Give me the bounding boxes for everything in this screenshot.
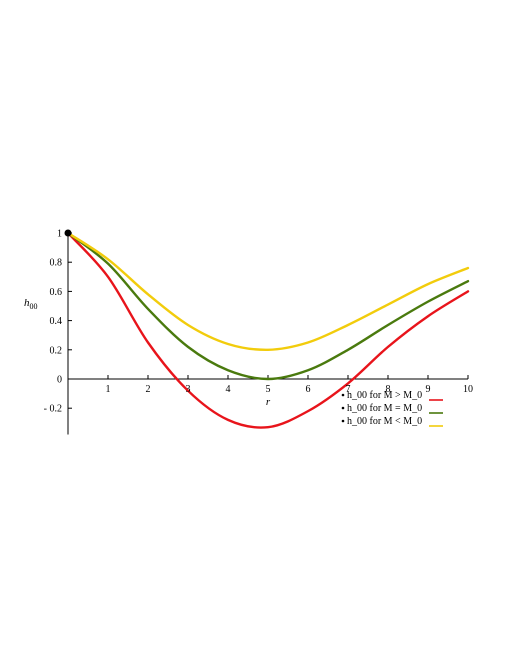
x-tick-label: 5 (266, 384, 271, 395)
x-tick-label: 7 (346, 384, 351, 395)
legend: h_00 for M > M_0 h_00 for M = M_0 h_00 for… (341, 390, 443, 427)
series-line-1 (66, 231, 470, 429)
x-tick-label: 6 (306, 384, 311, 395)
legend-label: h_00 for M = M_0 (347, 403, 422, 414)
legend-bullet (341, 406, 345, 410)
y-tick-label: 0.6 (50, 287, 63, 298)
x-tick-label: 9 (426, 384, 431, 395)
start-point-marker (64, 229, 72, 237)
plot-area (64, 229, 470, 429)
y-axis-title: h00 (24, 297, 38, 311)
x-tick-label: 4 (226, 384, 231, 395)
x-axis-title: r (266, 396, 271, 408)
series-line-2 (66, 231, 470, 381)
tick-labels: 1 2 3 4 5 6 7 8 9 10 1 0.8 0.6 0.4 0.2 0 - 0.2 (44, 229, 473, 415)
legend-label: h_00 for M > M_0 (347, 390, 422, 401)
y-tick-label: 0.2 (50, 345, 63, 356)
y-tick-label: 1 (57, 229, 62, 240)
legend-bullet (341, 393, 345, 397)
x-tick-label: 2 (146, 384, 151, 395)
legend-label: h_00 for M < M_0 (347, 416, 422, 427)
y-tick-label: - 0.2 (44, 404, 62, 415)
legend-bullet (341, 419, 345, 423)
x-tick-label: 8 (386, 384, 391, 395)
x-tick-label: 3 (186, 384, 191, 395)
x-tick-label: 1 (106, 384, 111, 395)
series-line-3 (66, 231, 470, 352)
y-tick-label: 0.8 (50, 258, 63, 269)
y-tick-label: 0.4 (50, 316, 63, 327)
x-tick-label: 10 (463, 384, 473, 395)
y-tick-label: 0 (57, 375, 62, 386)
